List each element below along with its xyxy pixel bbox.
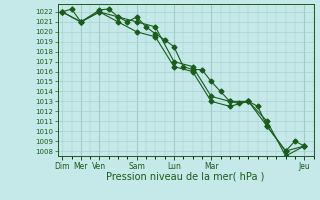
- X-axis label: Pression niveau de la mer( hPa ): Pression niveau de la mer( hPa ): [107, 172, 265, 182]
